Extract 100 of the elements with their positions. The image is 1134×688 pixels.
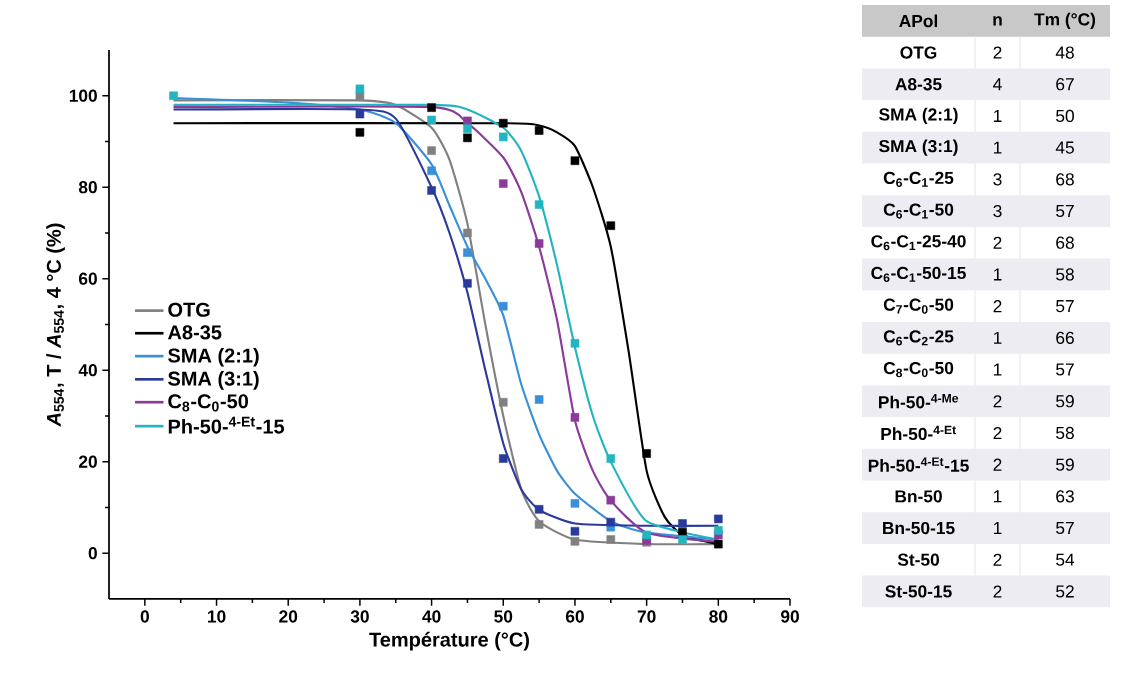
- y-tick-label: A8-35: [895, 78, 942, 91]
- y-axis-title: APol: [899, 14, 938, 28]
- y-tick-label: Ph-50-$^{4-Me}$: [879, 394, 959, 409]
- legend-label: A8-35: [168, 325, 222, 340]
- y-tick-label: C$_{6}$-C$_{1}$-50: [883, 203, 954, 219]
- y-tick-label: St-50: [897, 553, 939, 566]
- point: [499, 118, 508, 128]
- data-label: 4: [993, 78, 1002, 91]
- point: [463, 228, 472, 238]
- data-label: 58: [1056, 426, 1074, 440]
- y-tick-label: OTG: [900, 46, 937, 59]
- data-label: 63: [1056, 490, 1074, 503]
- point: [606, 495, 616, 505]
- data-label: 45: [1055, 141, 1074, 154]
- y-tick-label: SMA (3:1): [879, 139, 958, 156]
- data-label: 2: [993, 46, 1002, 59]
- y-tick-label: C$_{6}$-C$_{1}$-25: [883, 171, 954, 187]
- x-tick-label: 0: [140, 610, 149, 623]
- data-label: 2: [993, 300, 1002, 313]
- point: [678, 519, 687, 528]
- data-label: 1: [994, 141, 1002, 154]
- point: [534, 395, 544, 404]
- data-label: 57: [1056, 363, 1074, 376]
- point: [570, 338, 580, 348]
- point: [606, 454, 616, 463]
- point: [570, 413, 580, 422]
- x-tick-label: 50: [494, 610, 513, 623]
- data-label: 2: [993, 395, 1002, 408]
- y-tick-label: 80: [78, 181, 97, 194]
- point: [678, 535, 687, 544]
- data-label: 1: [994, 522, 1002, 534]
- y-tick-label: Bn-50-15: [883, 521, 955, 535]
- y-tick-label: Ph-50-$^{4-Et}$-15: [868, 457, 969, 472]
- x-tick-label: 20: [279, 610, 298, 623]
- point: [427, 103, 436, 112]
- point: [427, 146, 436, 155]
- legend-label: Ph-50-$^{4-Et}$-15: [168, 416, 285, 434]
- y-tick-label: Bn-50: [895, 490, 942, 503]
- y-axis-title: A$_{554}$, T / A$_{554}$, 4 °C (%): [46, 223, 65, 427]
- data-label: 1: [994, 331, 1002, 344]
- data-label: 2: [993, 426, 1002, 439]
- x-tick-label: n: [993, 16, 1002, 26]
- point: [570, 499, 580, 508]
- point: [570, 537, 580, 546]
- data-label: 54: [1056, 553, 1075, 566]
- data-label: 1: [994, 109, 1002, 122]
- y-tick-label: SMA (2:1): [879, 107, 958, 125]
- data-label: 57: [1056, 522, 1074, 535]
- data-label: 3: [993, 204, 1002, 218]
- point: [534, 520, 544, 529]
- point: [534, 126, 544, 135]
- point: [714, 514, 723, 524]
- y-tick-label: C$_{8}$-C$_{0}$-50: [883, 361, 954, 378]
- point: [427, 186, 436, 195]
- data-label: 50: [1056, 109, 1074, 123]
- data-label: 68: [1056, 173, 1074, 186]
- data-label: 57: [1056, 205, 1074, 218]
- point: [642, 449, 651, 458]
- y-tick-label: C$_{7}$-C$_{0}$-50: [883, 298, 954, 314]
- point: [534, 505, 544, 514]
- point: [355, 128, 365, 137]
- point: [570, 156, 580, 165]
- y-tick-label: C$_{6}$-C$_{1}$-50-15: [871, 266, 966, 283]
- legend-label: SMA (3:1): [168, 371, 259, 390]
- data-label: 59: [1056, 395, 1074, 408]
- x-tick-label: Tm (°C): [1034, 12, 1096, 29]
- data-label: 59: [1056, 458, 1074, 471]
- y-tick-label: 0: [88, 547, 97, 560]
- point: [642, 530, 651, 540]
- point: [499, 454, 508, 463]
- data-label: 52: [1056, 585, 1074, 598]
- legend-label: C$_{8}$-C$_{0}$-50: [168, 394, 249, 412]
- point: [463, 279, 472, 288]
- point: [355, 84, 365, 94]
- point: [355, 109, 365, 119]
- data-label: 57: [1056, 300, 1074, 313]
- y-tick-label: C$_{6}$-C$_{1}$-25-40: [871, 235, 966, 251]
- data-label: 2: [993, 236, 1002, 249]
- point: [606, 221, 616, 230]
- point: [169, 91, 178, 101]
- data-label: 66: [1056, 331, 1074, 344]
- x-tick-label: 90: [780, 610, 799, 623]
- data-label: 68: [1056, 236, 1074, 249]
- point: [463, 116, 472, 126]
- y-tick-label: Ph-50-$^{4-Et}$: [881, 425, 956, 441]
- point: [499, 397, 508, 407]
- data-label: 1: [994, 363, 1002, 376]
- x-tick-label: 40: [422, 610, 441, 623]
- data-label: 1: [994, 490, 1002, 503]
- point: [534, 239, 544, 248]
- x-axis-title: Température (°C): [369, 631, 529, 651]
- point: [427, 115, 436, 125]
- x-tick-label: 80: [709, 610, 728, 623]
- point: [534, 200, 544, 209]
- data-label: 67: [1056, 78, 1074, 91]
- x-tick-label: 60: [565, 610, 584, 623]
- x-tick-label: 30: [350, 610, 369, 623]
- point: [463, 124, 472, 133]
- data-label: 58: [1056, 268, 1074, 281]
- data-label: 2: [993, 553, 1002, 566]
